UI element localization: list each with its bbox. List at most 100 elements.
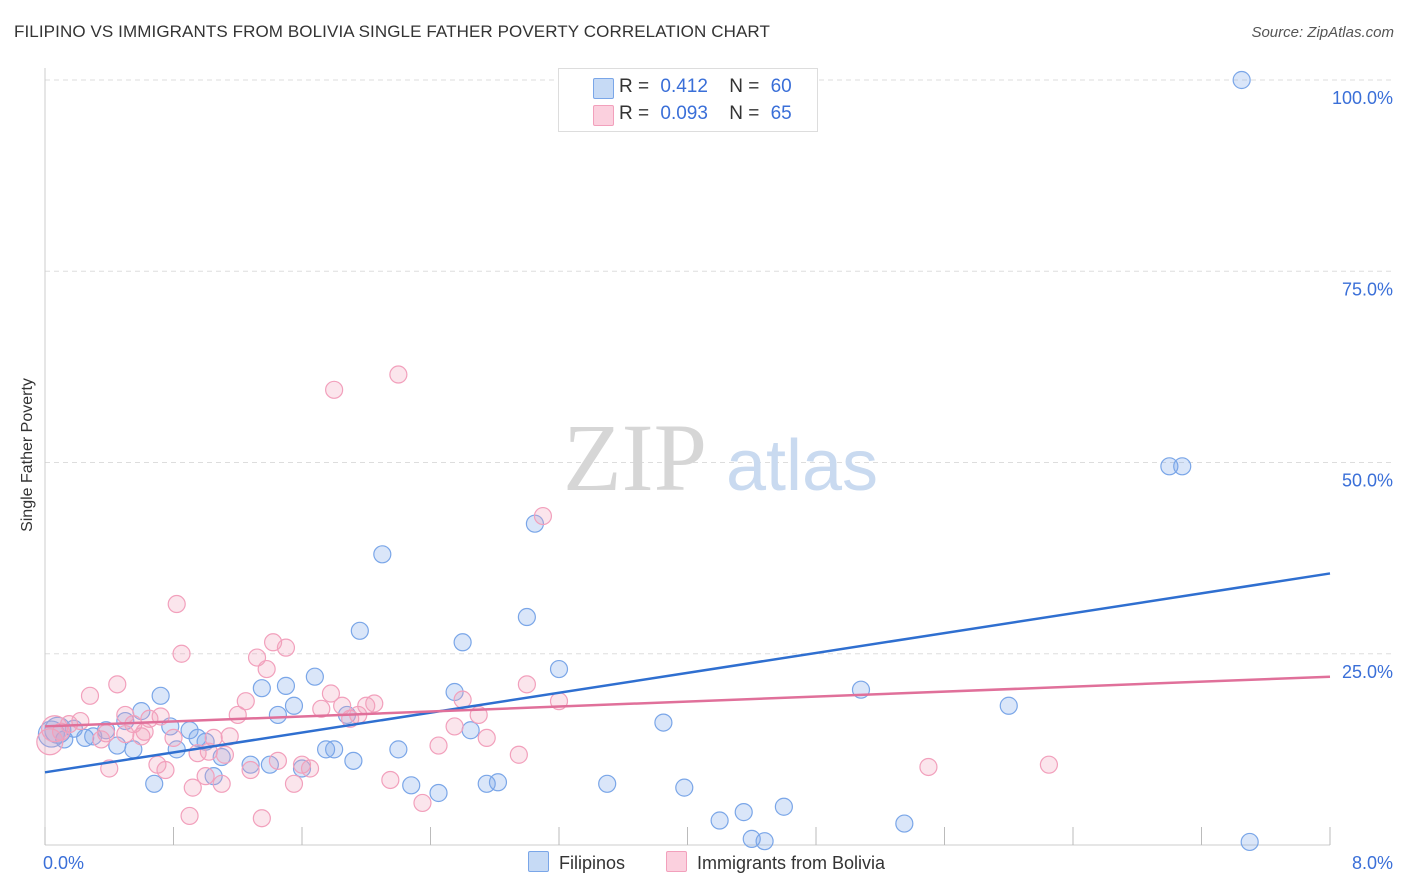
bolivia-point bbox=[325, 380, 344, 399]
filipinos-point bbox=[488, 773, 508, 792]
legend-row-filipinos: R = 0.412 N = 60 bbox=[593, 74, 792, 100]
bolivia-point bbox=[389, 365, 408, 384]
bolivia-point bbox=[196, 767, 215, 786]
bolivia-point bbox=[445, 717, 464, 736]
legend-item-bolivia: Immigrants from Bolivia bbox=[666, 851, 885, 874]
filipinos-point bbox=[453, 633, 472, 652]
bolivia-point bbox=[533, 506, 553, 526]
bolivia-point bbox=[164, 728, 183, 748]
bolivia-point bbox=[116, 724, 135, 744]
bolivia-swatch bbox=[593, 105, 614, 126]
filipinos-point bbox=[1173, 457, 1192, 476]
bolivia-point bbox=[276, 638, 296, 657]
bolivia-point bbox=[919, 757, 938, 777]
filipinos-point bbox=[654, 713, 673, 732]
bolivia-point bbox=[252, 809, 271, 828]
filipinos-trend-line bbox=[44, 572, 1331, 774]
bolivia-point bbox=[381, 770, 400, 790]
tick-labels: 100.0% 75.0% 50.0% 25.0% 0.0% 8.0% bbox=[43, 88, 1393, 873]
filipinos-point bbox=[402, 776, 421, 795]
filipinos-point bbox=[325, 740, 344, 759]
filipinos-point bbox=[549, 659, 569, 679]
filipinos-points bbox=[37, 70, 1259, 852]
bolivia-point bbox=[312, 699, 331, 718]
correlation-legend: R = 0.412 N = 60 R = 0.093 N = 65 bbox=[558, 68, 818, 132]
bolivia-point bbox=[517, 675, 536, 694]
filipinos-point bbox=[241, 755, 260, 774]
filipinos-point bbox=[1232, 70, 1251, 90]
filipinos-point bbox=[999, 696, 1018, 715]
bolivia-point bbox=[167, 594, 186, 614]
bolivia-point bbox=[180, 806, 199, 826]
bolivia-legend-label: Immigrants from Bolivia bbox=[697, 853, 886, 873]
filipinos-point bbox=[373, 545, 392, 564]
filipinos-point bbox=[252, 679, 271, 698]
watermark-zip: ZIP bbox=[563, 404, 707, 511]
bolivia-point bbox=[183, 778, 202, 797]
bolivia-point bbox=[172, 644, 191, 663]
y-tick-label: 50.0% bbox=[1342, 471, 1393, 491]
bolivia-point bbox=[71, 711, 90, 731]
bolivia-legend-swatch bbox=[666, 851, 687, 872]
bolivia-point bbox=[156, 760, 175, 780]
n-label: N = bbox=[729, 103, 760, 124]
filipinos-point bbox=[895, 814, 914, 833]
filipinos-point bbox=[1240, 832, 1259, 852]
trend-lines bbox=[44, 572, 1331, 774]
bolivia-point bbox=[108, 675, 127, 694]
n-label: N = bbox=[729, 76, 760, 97]
filipinos-point bbox=[151, 686, 170, 705]
filipinos-point bbox=[305, 667, 324, 686]
legend-row-bolivia: R = 0.093 N = 65 bbox=[593, 101, 792, 127]
filipinos-point bbox=[675, 778, 694, 797]
bolivia-point bbox=[96, 724, 116, 743]
bolivia-point bbox=[413, 793, 432, 813]
bolivia-point bbox=[1039, 755, 1059, 774]
filipinos-legend-swatch bbox=[528, 851, 549, 872]
filipinos-point bbox=[145, 774, 164, 793]
bolivia-point bbox=[268, 751, 288, 770]
legend-item-filipinos: Filipinos bbox=[528, 851, 625, 874]
bolivia-point bbox=[429, 736, 448, 755]
gridlines bbox=[45, 79, 1392, 655]
r-label: R = bbox=[619, 103, 650, 124]
bolivia-point bbox=[92, 730, 111, 749]
n-value-bolivia: 65 bbox=[770, 103, 792, 124]
filipinos-point bbox=[461, 721, 480, 740]
x-tick-label: 8.0% bbox=[1352, 853, 1393, 873]
filipinos-point bbox=[284, 696, 304, 715]
filipinos-point bbox=[350, 621, 369, 640]
x-tick-label: 0.0% bbox=[43, 853, 84, 873]
bolivia-point bbox=[215, 745, 234, 764]
y-tick-label: 25.0% bbox=[1342, 662, 1393, 682]
filipinos-legend-label: Filipinos bbox=[559, 853, 626, 873]
filipinos-point bbox=[774, 797, 793, 816]
filipinos-point bbox=[429, 783, 448, 803]
bolivia-point bbox=[212, 774, 231, 793]
filipinos-point bbox=[734, 803, 753, 822]
source-label: Source: ZipAtlas.com bbox=[1251, 24, 1394, 41]
filipinos-point bbox=[276, 676, 296, 695]
n-value-filipinos: 60 bbox=[770, 76, 792, 97]
bolivia-point bbox=[236, 692, 255, 711]
filipinos-point bbox=[268, 705, 288, 725]
bolivia-point bbox=[257, 659, 276, 679]
bolivia-point bbox=[284, 774, 304, 793]
bolivia-point bbox=[477, 728, 496, 748]
bolivia-trend-line bbox=[44, 675, 1331, 728]
bolivia-point bbox=[365, 694, 384, 713]
filipinos-point bbox=[517, 607, 536, 627]
r-label: R = bbox=[619, 76, 650, 97]
filipinos-point bbox=[710, 811, 729, 830]
filipinos-point bbox=[755, 832, 774, 851]
y-tick-label: 75.0% bbox=[1342, 279, 1393, 299]
bolivia-point bbox=[321, 684, 341, 703]
y-tick-label: 100.0% bbox=[1332, 88, 1393, 108]
bolivia-point bbox=[509, 745, 528, 764]
bolivia-points bbox=[36, 365, 1059, 828]
filipinos-point bbox=[1160, 457, 1179, 476]
bolivia-point bbox=[135, 722, 154, 741]
filipinos-point bbox=[389, 740, 408, 759]
axes bbox=[44, 68, 1331, 846]
